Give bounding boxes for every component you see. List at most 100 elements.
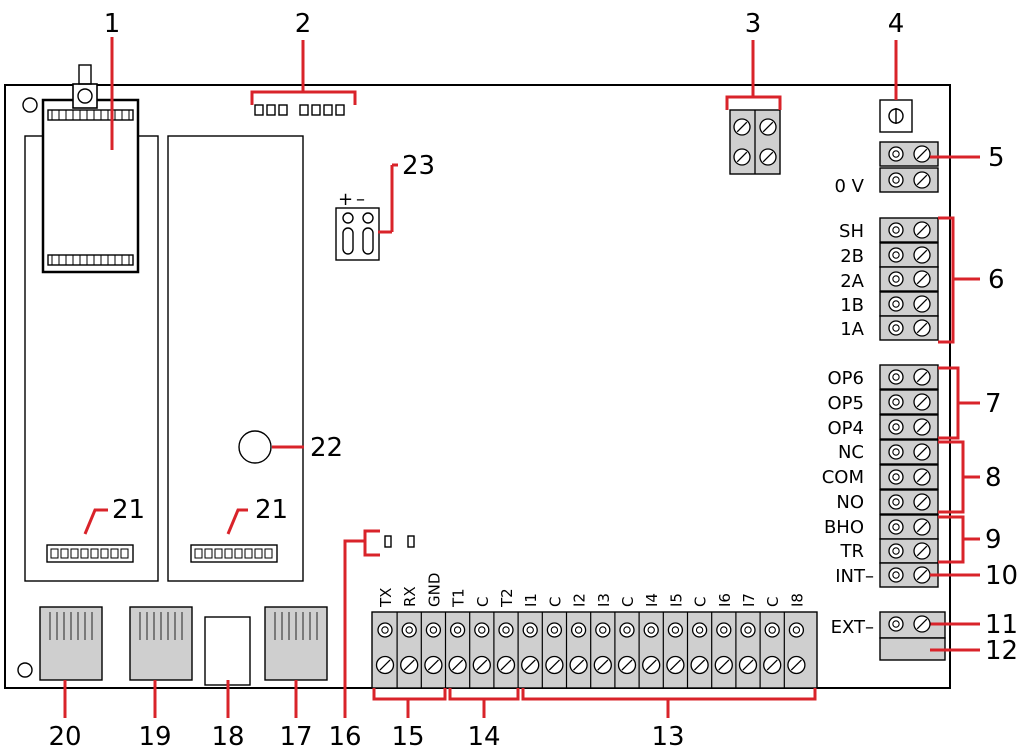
- screw-terminal-icon: [913, 443, 931, 461]
- callout-23: 23: [402, 151, 435, 181]
- callout-20: 20: [48, 722, 81, 752]
- buzzer-22: [238, 430, 272, 464]
- terminal-3-screw-b-top: [759, 118, 777, 136]
- callout-22: 22: [310, 433, 343, 463]
- bottom-label-10: C: [619, 597, 637, 607]
- screw-terminal-icon: [593, 655, 612, 675]
- screw-terminal-icon: [472, 655, 491, 675]
- screw-terminal-icon: [913, 171, 931, 189]
- circle-terminal-icon: [546, 622, 563, 638]
- bottom-label-1: RX: [401, 586, 419, 607]
- callout-11: 11: [985, 610, 1018, 640]
- bottom-terminal-strip: [371, 611, 818, 689]
- label-tr: TR: [839, 541, 864, 562]
- circle-terminal-icon: [888, 616, 904, 632]
- terminal-3-screw-a-bottom: [733, 148, 751, 166]
- callout-17: 17: [279, 722, 312, 752]
- terminal-3-screw-b-bottom: [759, 148, 777, 166]
- circle-terminal-icon: [619, 622, 635, 638]
- circle-terminal-icon: [888, 172, 904, 188]
- screw-terminal-icon: [375, 655, 395, 675]
- callout-5: 5: [988, 143, 1005, 173]
- callout-13: 13: [651, 722, 684, 752]
- callout-lines: [63, 37, 980, 718]
- circle-terminal-icon: [888, 296, 904, 312]
- screw-terminal-icon: [496, 655, 516, 675]
- circle-terminal-icon: [888, 519, 904, 535]
- screw-terminal-icon: [666, 655, 685, 675]
- circle-terminal-icon: [888, 146, 904, 162]
- screw-terminal-icon: [913, 493, 931, 511]
- screw-terminal-icon: [913, 145, 931, 163]
- label-bho: BHO: [824, 517, 864, 538]
- screw-terminal-icon: [913, 246, 931, 264]
- screw-terminal-icon: [913, 518, 931, 536]
- screw-terminal-icon: [642, 655, 661, 675]
- screw-terminal-icon: [913, 221, 931, 239]
- bottom-label-6: I1: [522, 593, 540, 607]
- dip-switch-left: [46, 544, 134, 563]
- label-sh: SH: [839, 221, 864, 242]
- callout-15: 15: [391, 722, 424, 752]
- label-op5: OP5: [828, 393, 864, 414]
- antenna-connector: [72, 83, 98, 109]
- circle-terminal-icon: [595, 622, 611, 638]
- circle-terminal-icon: [570, 622, 587, 638]
- bottom-label-5: T2: [498, 588, 516, 608]
- circle-terminal-icon: [888, 394, 904, 410]
- callout-6: 6: [988, 265, 1005, 295]
- screw-terminal-icon: [913, 566, 931, 584]
- mounting-hole-top-left: [22, 97, 38, 113]
- right-terminal-blocks: [879, 141, 939, 588]
- screw-terminal-icon: [424, 655, 443, 675]
- screw-terminal-icon: [913, 295, 931, 313]
- bottom-label-4: C: [474, 597, 492, 607]
- module-slot-right: [167, 135, 304, 582]
- bottom-label-17: I8: [788, 593, 806, 607]
- circle-terminal-icon: [474, 622, 490, 638]
- callout-16: 16: [328, 722, 361, 752]
- terminal-3-screw-a-top: [733, 118, 751, 136]
- callout-1: 1: [104, 9, 121, 39]
- screw-terminal-icon: [913, 319, 931, 337]
- bottom-label-16: C: [764, 597, 782, 607]
- callout-18: 18: [211, 722, 244, 752]
- bottom-label-0: TX: [377, 588, 395, 608]
- circle-terminal-icon: [522, 622, 538, 638]
- label-com: COM: [822, 467, 864, 488]
- ports: [39, 606, 328, 681]
- circle-terminal-icon: [764, 622, 780, 638]
- callout-8: 8: [985, 463, 1002, 493]
- circle-terminal-icon: [425, 622, 442, 638]
- antenna-stub: [78, 64, 92, 85]
- label-1b: 1B: [840, 295, 864, 316]
- polarity-minus: –: [356, 189, 365, 210]
- callout-9: 9: [985, 525, 1002, 555]
- callout-21-right: 21: [255, 495, 288, 525]
- callout-12: 12: [985, 636, 1018, 666]
- label-2a: 2A: [840, 271, 864, 292]
- bottom-label-14: I6: [716, 593, 734, 607]
- circle-terminal-icon: [667, 622, 684, 638]
- screw-terminal-icon: [913, 615, 931, 633]
- antenna-connector-hole: [77, 88, 93, 104]
- screw-terminal-icon: [714, 655, 733, 675]
- bottom-label-13: C: [692, 597, 710, 607]
- callout-4: 4: [888, 9, 905, 39]
- bottom-label-7: C: [546, 597, 564, 607]
- bottom-label-3: T1: [450, 588, 468, 608]
- circle-terminal-icon: [888, 567, 904, 583]
- screw-terminal-icon: [738, 655, 758, 675]
- circle-terminal-icon: [888, 444, 904, 460]
- bottom-terminal-labels: TX RX GND T1 C T2 I1 C I2 I3 C I4 I5 C I6 I7 C I8: [377, 573, 806, 608]
- port-17: [264, 606, 328, 681]
- port-20: [39, 606, 103, 681]
- screw-terminal-icon: [617, 655, 637, 675]
- screw-terminal-icon: [521, 655, 540, 675]
- screw-terminal-icon: [913, 270, 931, 288]
- label-no: NO: [836, 492, 864, 513]
- circle-terminal-icon: [888, 419, 904, 435]
- circle-terminal-icon: [888, 247, 904, 263]
- radio-module-pins-bottom: [47, 254, 134, 266]
